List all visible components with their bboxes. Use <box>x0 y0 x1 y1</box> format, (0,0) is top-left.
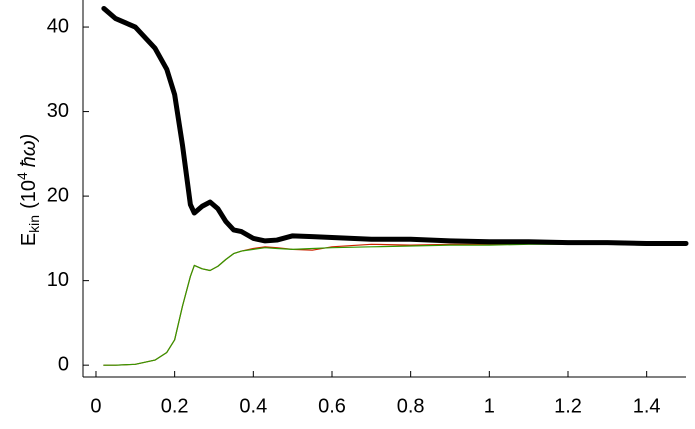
y-tick-label: 10 <box>47 269 69 291</box>
y-label-sup: 4 <box>14 172 30 180</box>
y-label-base: E <box>18 233 40 246</box>
series-line <box>103 242 687 366</box>
y-tick-label: 30 <box>47 100 69 122</box>
y-tick-label: 0 <box>58 353 69 375</box>
y-label-mid: (10 <box>18 180 40 209</box>
x-tick-label: 0.2 <box>161 395 189 417</box>
series-line <box>103 243 687 366</box>
x-tick-label: 1.4 <box>633 395 661 417</box>
y-tick-label: 20 <box>47 184 69 206</box>
x-tick-label: 0 <box>90 395 101 417</box>
y-axis-label: Ekin (104 ħω) <box>14 134 42 246</box>
x-tick-label: 1.2 <box>554 395 582 417</box>
x-tick-label: 0.4 <box>239 395 267 417</box>
y-tick-label: 40 <box>47 15 69 37</box>
x-tick-label: 0.8 <box>397 395 425 417</box>
x-tick-label: 0.6 <box>318 395 346 417</box>
y-label-end: ħω) <box>18 134 40 167</box>
y-label-sub: kin <box>26 215 42 233</box>
x-tick-label: 1 <box>484 395 495 417</box>
series-line <box>101 5 689 246</box>
